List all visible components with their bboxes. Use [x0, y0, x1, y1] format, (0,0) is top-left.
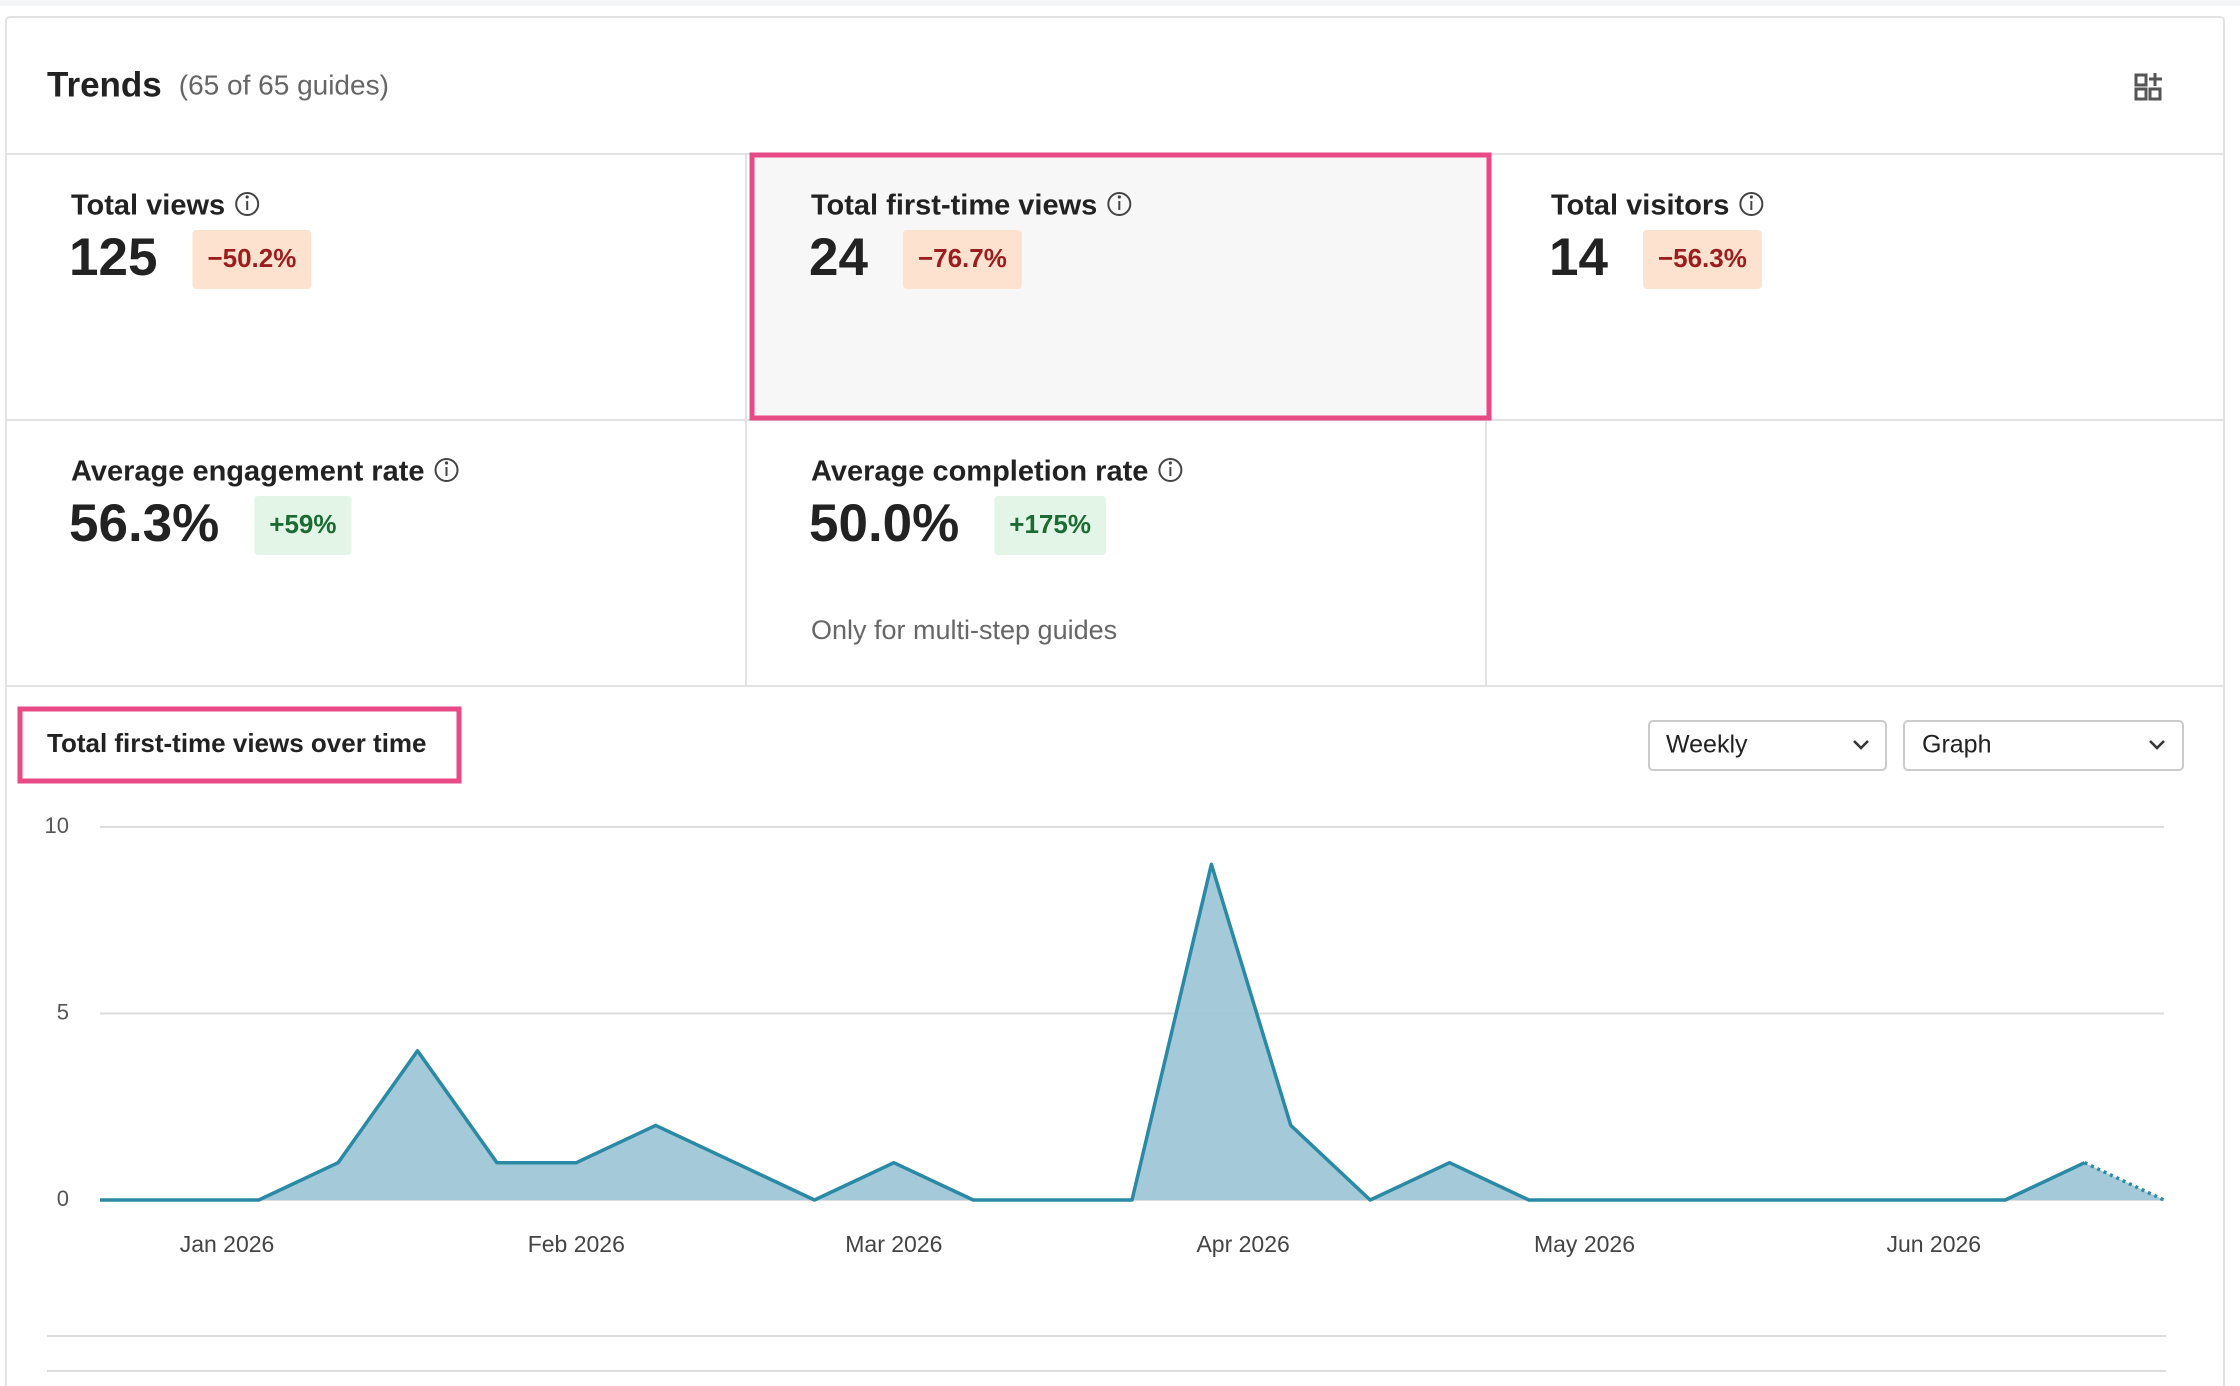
section-title-highlight: [17, 706, 462, 784]
info-icon: [1739, 192, 1764, 216]
line-dotted: [2083, 1161, 2165, 1202]
info-icon-dot: [1168, 461, 1172, 465]
panel: [5, 16, 2225, 1386]
metric-value: 50.0%: [809, 494, 959, 553]
x-tick-label: May 2026: [1534, 1231, 1635, 1257]
y-tick-label: 5: [57, 999, 69, 1024]
view-value: Graph: [1922, 731, 1991, 759]
x-tick-label: Apr 2026: [1196, 1231, 1289, 1257]
change-badge: [902, 230, 1022, 289]
info-icon-dot: [245, 195, 249, 199]
change-value: −56.3%: [1658, 243, 1747, 273]
change-badge: [254, 496, 352, 555]
info-icon-dot: [1749, 195, 1753, 199]
x-tick-label: Mar 2026: [845, 1231, 942, 1257]
change-badge: [994, 496, 1106, 555]
change-value: +175%: [1009, 509, 1091, 539]
layout-icon[interactable]: [2134, 73, 2162, 101]
panel-title: Trends: [47, 65, 162, 104]
info-icon-dot: [1117, 195, 1121, 199]
info-icon: [1158, 458, 1183, 482]
line: [100, 862, 2086, 1202]
metric-value: 24: [809, 228, 868, 287]
metric-note: Only for multi-step guides: [811, 615, 1117, 645]
change-value: +59%: [269, 509, 336, 539]
interval-value: Weekly: [1666, 731, 1748, 759]
selected-card: [749, 152, 1492, 421]
info-icon: [235, 192, 260, 216]
info-icon: [1107, 192, 1132, 216]
change-value: −76.7%: [918, 243, 1007, 273]
top-strip: [0, 0, 2240, 6]
change-value: −50.2%: [207, 243, 296, 273]
x-tick-label: Jun 2026: [1886, 1231, 1981, 1257]
chart-title: Total first-time views over time: [47, 728, 427, 758]
info-icon-dot: [444, 461, 449, 465]
y-tick-label: 0: [57, 1186, 69, 1211]
y-tick-label: 10: [45, 813, 69, 838]
metric-value: 56.3%: [69, 494, 219, 553]
view-dropdown[interactable]: Graph: [1903, 720, 2184, 771]
panel-subtitle: (65 of 65 guides): [179, 69, 389, 100]
metric-label: Total visitors: [1551, 190, 1729, 222]
metric-value: 125: [69, 228, 157, 287]
change-badge: [192, 230, 312, 289]
metric-label: Total views: [71, 190, 225, 222]
x-tick-label: Feb 2026: [528, 1231, 625, 1257]
interval-dropdown[interactable]: Weekly: [1648, 720, 1887, 771]
metric-label: Average engagement rate: [71, 456, 425, 488]
change-badge: [1642, 230, 1762, 289]
metric-value: 14: [1549, 228, 1608, 287]
x-tick-label: Jan 2026: [180, 1231, 275, 1257]
metric-label: Total first-time views: [811, 190, 1097, 222]
metric-label: Average completion rate: [811, 456, 1148, 488]
info-icon: [434, 458, 459, 482]
